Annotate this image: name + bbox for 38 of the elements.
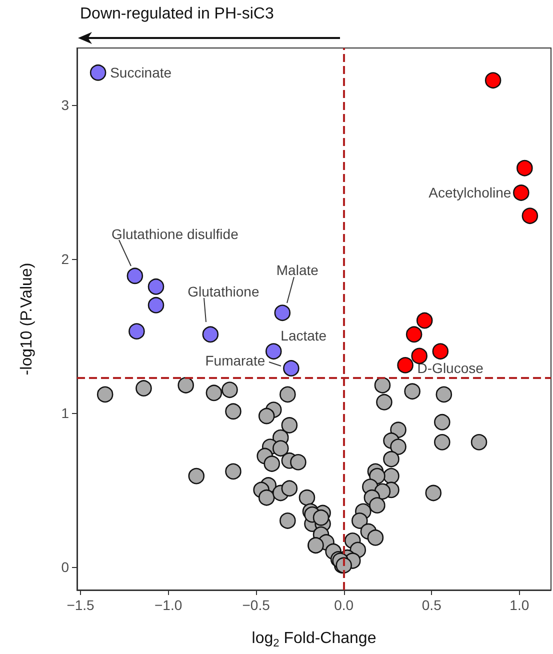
point — [265, 343, 282, 360]
point — [90, 64, 106, 81]
point — [274, 304, 291, 321]
annotation: Glutathione — [188, 283, 260, 300]
x-tick-label: −0.5 — [242, 597, 270, 613]
point — [126, 268, 144, 284]
point — [516, 160, 533, 176]
annotation: Acetylcholine — [428, 184, 512, 201]
y-tick-label: 3 — [61, 96, 70, 113]
point — [406, 326, 422, 343]
x-tick-label: −1.5 — [66, 597, 95, 613]
annotation: Fumarate — [205, 352, 266, 368]
point — [513, 184, 530, 201]
y-tick-label: 0 — [61, 558, 70, 575]
annotation: D-Glucose — [417, 360, 484, 376]
point — [397, 357, 414, 374]
point — [522, 208, 538, 224]
x-tick-label: 1.0 — [510, 597, 530, 613]
x-tick-label: 0.0 — [334, 597, 354, 613]
annotation: Lactate — [280, 327, 327, 344]
point — [411, 348, 428, 364]
y-tick-label: 2 — [61, 250, 70, 267]
point — [432, 343, 449, 360]
point — [416, 312, 433, 329]
y-tick-label: 1 — [61, 404, 70, 421]
x-tick-label: 0.5 — [422, 597, 442, 613]
annotation: Malate — [276, 262, 319, 278]
x-tick-label: −1.0 — [154, 597, 182, 613]
point — [283, 360, 300, 376]
point — [202, 326, 219, 343]
point — [148, 278, 164, 295]
annotation: Glutathione disulfide — [111, 226, 239, 242]
point — [148, 296, 164, 314]
point — [128, 323, 145, 340]
point — [484, 72, 502, 88]
y-axis-title: -log10 (P.Value) — [18, 262, 36, 376]
text: Down-regulated in PH-siC3 — [80, 6, 274, 22]
annotation: Succinate — [110, 64, 172, 81]
